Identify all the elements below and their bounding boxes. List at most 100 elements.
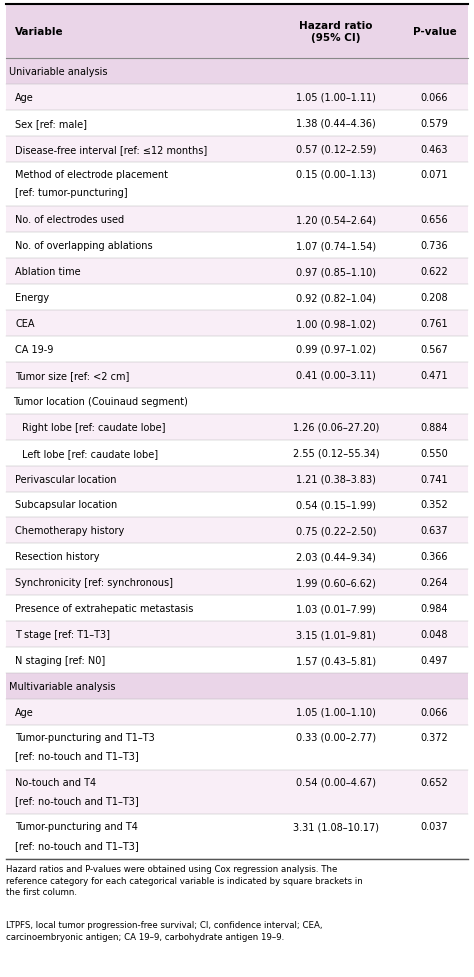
- Bar: [6, 648, 468, 673]
- Bar: [6, 621, 468, 648]
- Text: Age: Age: [15, 707, 34, 717]
- Text: Hazard ratios and P-values were obtained using Cox regression analysis. The
refe: Hazard ratios and P-values were obtained…: [6, 864, 363, 897]
- Text: 0.99 (0.97–1.02): 0.99 (0.97–1.02): [296, 345, 376, 355]
- Bar: [6, 207, 468, 234]
- Text: 1.20 (0.54–2.64): 1.20 (0.54–2.64): [296, 215, 376, 225]
- Text: Ablation time: Ablation time: [15, 267, 81, 276]
- Text: 0.372: 0.372: [420, 732, 448, 743]
- Text: 0.54 (0.15–1.99): 0.54 (0.15–1.99): [296, 500, 376, 510]
- Bar: [6, 5, 468, 59]
- Text: Disease-free interval [ref: ≤12 months]: Disease-free interval [ref: ≤12 months]: [15, 145, 208, 154]
- Bar: [6, 362, 468, 389]
- Bar: [6, 110, 468, 137]
- Text: Perivascular location: Perivascular location: [15, 474, 117, 484]
- Text: 0.54 (0.00–4.67): 0.54 (0.00–4.67): [296, 777, 376, 786]
- Text: Multivariable analysis: Multivariable analysis: [9, 681, 116, 692]
- Bar: [6, 259, 468, 285]
- Text: 1.00 (0.98–1.02): 1.00 (0.98–1.02): [296, 319, 376, 328]
- Text: 2.55 (0.12–55.34): 2.55 (0.12–55.34): [292, 448, 379, 458]
- Text: Tumor size [ref: <2 cm]: Tumor size [ref: <2 cm]: [15, 370, 129, 380]
- Text: 1.05 (1.00–1.10): 1.05 (1.00–1.10): [296, 707, 376, 717]
- Text: 3.15 (1.01–9.81): 3.15 (1.01–9.81): [296, 629, 376, 640]
- Text: Energy: Energy: [15, 293, 49, 303]
- Text: Resection history: Resection history: [15, 552, 100, 562]
- Text: 0.622: 0.622: [420, 267, 448, 276]
- Bar: [6, 466, 468, 492]
- Text: 0.567: 0.567: [420, 345, 448, 355]
- Text: Hazard ratio
(95% CI): Hazard ratio (95% CI): [299, 21, 373, 43]
- Bar: [6, 725, 468, 770]
- Text: 0.066: 0.066: [420, 707, 448, 717]
- Text: 1.21 (0.38–3.83): 1.21 (0.38–3.83): [296, 474, 376, 484]
- Text: 0.75 (0.22–2.50): 0.75 (0.22–2.50): [296, 526, 376, 535]
- Bar: [6, 596, 468, 621]
- Bar: [6, 441, 468, 466]
- Text: 1.07 (0.74–1.54): 1.07 (0.74–1.54): [296, 241, 376, 251]
- Text: 0.652: 0.652: [420, 777, 448, 786]
- Bar: [6, 59, 468, 85]
- Text: [ref: tumor-puncturing]: [ref: tumor-puncturing]: [15, 188, 128, 198]
- Text: T stage [ref: T1–T3]: T stage [ref: T1–T3]: [15, 629, 110, 640]
- Text: 0.352: 0.352: [420, 500, 448, 510]
- Text: 0.208: 0.208: [420, 293, 448, 303]
- Bar: [6, 673, 468, 700]
- Text: 0.984: 0.984: [420, 604, 448, 614]
- Text: 0.656: 0.656: [420, 215, 448, 225]
- Text: 1.38 (0.44–4.36): 1.38 (0.44–4.36): [296, 118, 376, 129]
- Text: Synchronicity [ref: synchronous]: Synchronicity [ref: synchronous]: [15, 577, 173, 587]
- Text: Tumor-puncturing and T4: Tumor-puncturing and T4: [15, 822, 138, 831]
- Text: Chemotherapy history: Chemotherapy history: [15, 526, 124, 535]
- Text: 2.03 (0.44–9.34): 2.03 (0.44–9.34): [296, 552, 376, 562]
- Text: 0.071: 0.071: [420, 170, 448, 180]
- Text: 0.15 (0.00–1.13): 0.15 (0.00–1.13): [296, 170, 376, 180]
- Bar: [6, 137, 468, 162]
- Bar: [6, 311, 468, 337]
- Text: 0.637: 0.637: [420, 526, 448, 535]
- Text: 0.97 (0.85–1.10): 0.97 (0.85–1.10): [296, 267, 376, 276]
- Text: Presence of extrahepatic metastasis: Presence of extrahepatic metastasis: [15, 604, 193, 614]
- Text: 0.366: 0.366: [420, 552, 448, 562]
- Text: Method of electrode placement: Method of electrode placement: [15, 170, 168, 180]
- Text: Subcapsular location: Subcapsular location: [15, 500, 118, 510]
- Text: [ref: no-touch and T1–T3]: [ref: no-touch and T1–T3]: [15, 795, 139, 805]
- Text: 0.066: 0.066: [420, 93, 448, 103]
- Bar: [6, 770, 468, 815]
- Text: 0.497: 0.497: [420, 656, 448, 665]
- Bar: [6, 337, 468, 362]
- Text: 0.761: 0.761: [420, 319, 448, 328]
- Text: Variable: Variable: [15, 26, 64, 37]
- Text: P-value: P-value: [412, 26, 456, 37]
- Text: 0.048: 0.048: [420, 629, 448, 640]
- Text: 0.741: 0.741: [420, 474, 448, 484]
- Bar: [6, 162, 468, 207]
- Bar: [6, 700, 468, 725]
- Text: CEA: CEA: [15, 319, 35, 328]
- Bar: [6, 815, 468, 860]
- Text: 1.05 (1.00–1.11): 1.05 (1.00–1.11): [296, 93, 376, 103]
- Text: 0.41 (0.00–3.11): 0.41 (0.00–3.11): [296, 370, 376, 380]
- Bar: [6, 544, 468, 570]
- Text: 3.31 (1.08–10.17): 3.31 (1.08–10.17): [293, 822, 379, 831]
- Text: 0.463: 0.463: [420, 145, 448, 154]
- Text: [ref: no-touch and T1–T3]: [ref: no-touch and T1–T3]: [15, 750, 139, 760]
- Bar: [6, 570, 468, 596]
- Text: Tumor location (Couinaud segment): Tumor location (Couinaud segment): [13, 397, 188, 406]
- Bar: [6, 85, 468, 110]
- Text: No. of overlapping ablations: No. of overlapping ablations: [15, 241, 153, 251]
- Text: 0.736: 0.736: [420, 241, 448, 251]
- Text: Right lobe [ref: caudate lobe]: Right lobe [ref: caudate lobe]: [22, 422, 166, 432]
- Text: 0.92 (0.82–1.04): 0.92 (0.82–1.04): [296, 293, 376, 303]
- Text: 0.264: 0.264: [420, 577, 448, 587]
- Bar: [6, 285, 468, 311]
- Text: 0.471: 0.471: [420, 370, 448, 380]
- Text: CA 19-9: CA 19-9: [15, 345, 54, 355]
- Text: 0.33 (0.00–2.77): 0.33 (0.00–2.77): [296, 732, 376, 743]
- Text: 0.57 (0.12–2.59): 0.57 (0.12–2.59): [296, 145, 376, 154]
- Text: No-touch and T4: No-touch and T4: [15, 777, 96, 786]
- Bar: [6, 492, 468, 518]
- Text: Sex [ref: male]: Sex [ref: male]: [15, 118, 87, 129]
- Text: Univariable analysis: Univariable analysis: [9, 66, 108, 77]
- Text: Age: Age: [15, 93, 34, 103]
- Text: 0.037: 0.037: [420, 822, 448, 831]
- Text: 1.03 (0.01–7.99): 1.03 (0.01–7.99): [296, 604, 376, 614]
